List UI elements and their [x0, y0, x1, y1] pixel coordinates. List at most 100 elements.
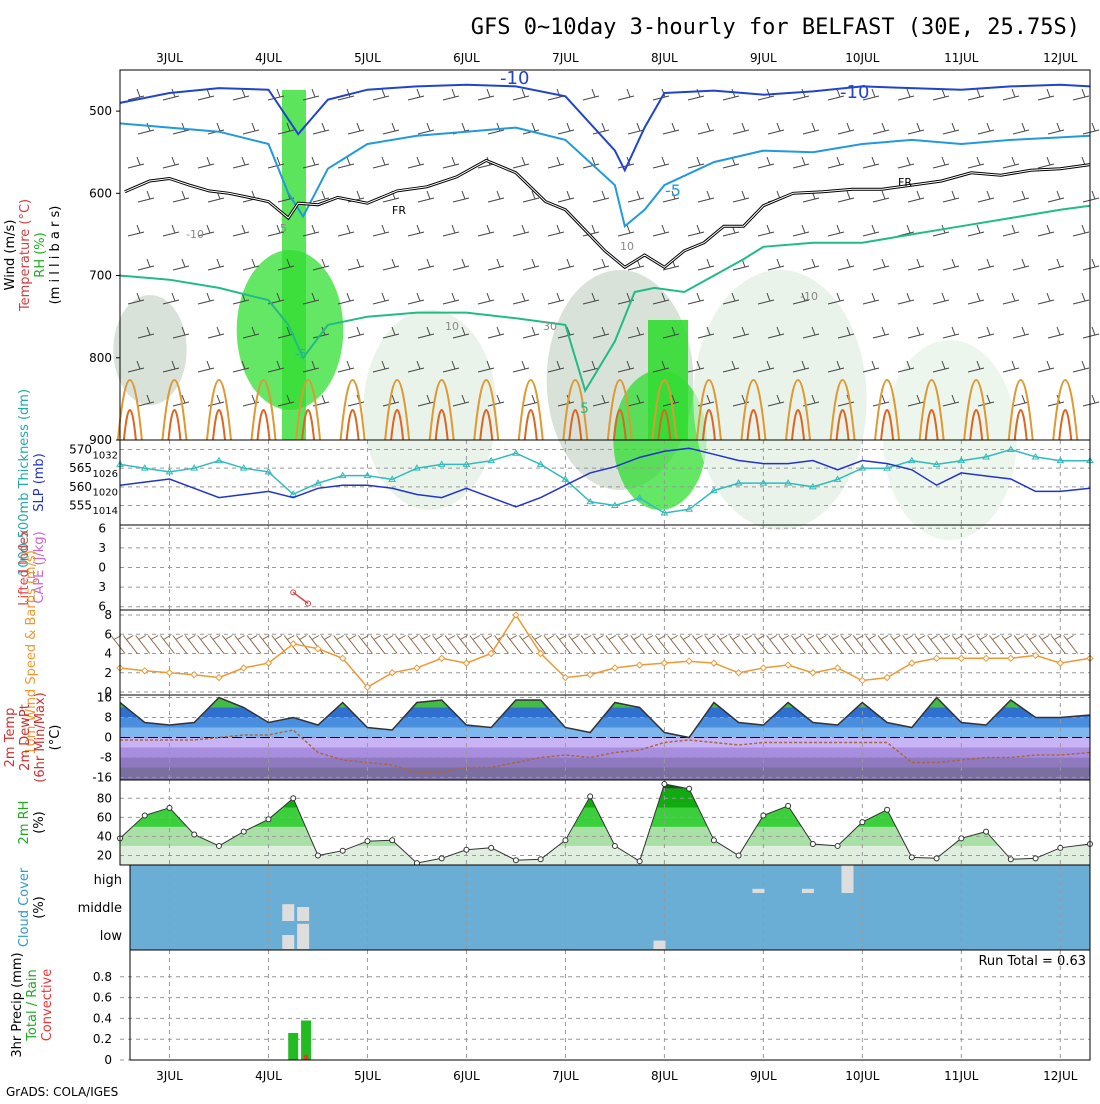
contour-label: 10	[445, 320, 459, 333]
wind-barb	[697, 190, 715, 203]
wind-barb	[753, 635, 769, 654]
lifted-index-line	[292, 591, 309, 605]
wind-barb	[137, 394, 155, 407]
wind-barb	[862, 88, 880, 101]
isotherm-line	[924, 409, 939, 441]
isotherm-line	[116, 379, 143, 441]
isotherm-line	[339, 379, 366, 441]
wind-speed-point	[240, 664, 248, 672]
dewpoint-line	[120, 729, 1091, 774]
wind-barb	[654, 635, 670, 654]
wind-barb	[1047, 258, 1065, 271]
thickness-point	[215, 456, 223, 464]
wind-speed-point	[908, 659, 916, 667]
wind-barb	[442, 88, 460, 101]
wind-barb	[407, 88, 425, 101]
wind-barb	[372, 360, 390, 373]
wind-barb	[1082, 122, 1100, 135]
wind-barb	[487, 190, 505, 203]
wind-barb	[234, 635, 250, 654]
cloud-level-label: low	[100, 929, 123, 944]
wind-barb	[1037, 88, 1055, 101]
wind-barb	[627, 190, 645, 203]
date-tick-label: 9JUL	[750, 51, 777, 65]
wind-speed-point	[388, 669, 396, 677]
wind-barb	[308, 635, 324, 654]
wind-barb	[976, 635, 992, 654]
y-tick-label: 3	[98, 580, 106, 594]
chart-title: GFS 0~10day 3-hourly for BELFAST (30E, 2…	[471, 15, 1080, 40]
y-tick-label: 0.4	[93, 1011, 112, 1025]
contour-label: 5	[280, 222, 287, 235]
wind-barb	[1026, 635, 1041, 654]
panel-precip: 3hr Precip (mm) Total / Rain Convective 0 0.…	[10, 949, 1091, 1067]
isotherm-line	[880, 409, 895, 441]
wind-barb	[267, 224, 285, 237]
isotherm-line	[651, 379, 678, 441]
precip-bar	[288, 1032, 299, 1060]
wind-barb	[452, 190, 470, 203]
contour-label: -10	[186, 228, 204, 241]
wind-barb	[967, 292, 985, 305]
wind-barb	[407, 224, 425, 237]
rh-point	[1032, 855, 1039, 862]
wind-barb	[652, 292, 670, 305]
rh-point	[983, 828, 990, 835]
wind-barb	[512, 224, 530, 237]
wind-barb	[242, 258, 260, 271]
thickness-point	[140, 464, 149, 471]
rh-point	[809, 841, 816, 848]
isotherm-line	[791, 409, 806, 441]
wind-barb	[302, 360, 320, 373]
wind-barb	[452, 258, 470, 271]
wind-barb	[370, 635, 386, 654]
wind-barb	[547, 292, 565, 305]
wind-barb	[967, 360, 985, 373]
y-tick-label-right: 1014	[93, 506, 118, 517]
wind-speed-point	[635, 661, 644, 669]
wind-barb	[967, 88, 985, 101]
wind-barb	[417, 258, 435, 271]
wind-barb	[792, 224, 810, 237]
thickness-point	[190, 464, 199, 471]
y-tick-label: 0.2	[93, 1032, 112, 1046]
rh-band	[120, 784, 1090, 789]
wind-barb	[487, 394, 505, 407]
wind-barb	[732, 190, 750, 203]
isotherm-line	[1007, 379, 1034, 441]
wind-barb	[267, 88, 285, 101]
contour-label: FR	[898, 176, 912, 189]
y-tick-label-right: 1026	[93, 469, 118, 480]
wind-barb	[209, 635, 225, 654]
isotherm-line	[211, 409, 226, 441]
wind-barb	[1037, 156, 1055, 169]
wind-speed-point	[512, 611, 520, 619]
wind-barb	[582, 224, 600, 237]
grads-credit: GrADS: COLA/IGES	[6, 1085, 118, 1099]
wind-barb	[827, 156, 845, 169]
contour-label: 10	[620, 240, 634, 253]
y-axis-label: 1000-500mb Thickness (dm)	[17, 389, 32, 576]
rh-point	[785, 802, 792, 809]
rh-point	[339, 847, 346, 854]
y-tick-label-left: 555	[69, 499, 92, 513]
rh-point	[141, 812, 148, 819]
y-axis-label: RH (%)	[33, 232, 48, 277]
contour-label: -10	[500, 68, 529, 89]
wind-barb	[827, 224, 845, 237]
wind-barb	[687, 224, 705, 237]
rh-point	[314, 852, 321, 859]
date-tick-label: 9JUL	[750, 1069, 777, 1083]
wind-barb	[927, 635, 942, 654]
wind-barb	[592, 258, 610, 271]
wind-barb	[512, 156, 530, 169]
wind-barb	[1038, 635, 1054, 654]
wind-barb	[767, 394, 785, 407]
date-tick-label: 6JUL	[453, 51, 480, 65]
wind-speed-point	[1007, 654, 1015, 663]
temp-band	[120, 727, 1090, 738]
wind-barb	[687, 88, 705, 101]
temp-band	[120, 737, 1090, 748]
thickness-point	[685, 505, 694, 512]
